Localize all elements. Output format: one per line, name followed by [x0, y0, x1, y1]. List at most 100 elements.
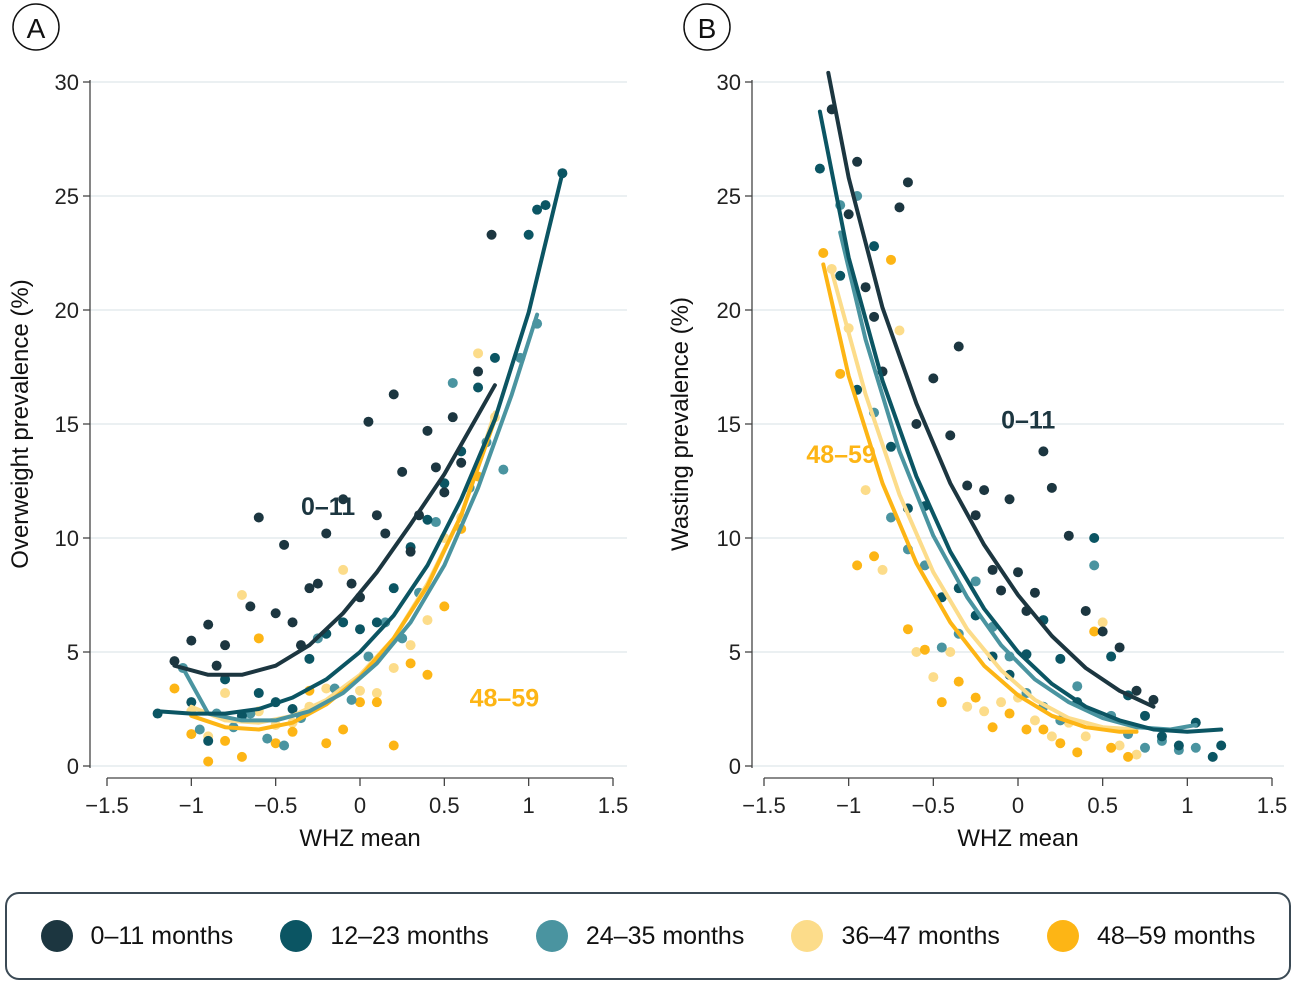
data-point [1148, 694, 1159, 705]
data-point [1140, 710, 1150, 721]
y-axis-label: Wasting prevalence (%) [667, 297, 694, 551]
data-point [203, 735, 214, 746]
data-point [1097, 626, 1108, 637]
data-point [388, 389, 399, 400]
data-point [203, 619, 214, 630]
data-point [1046, 731, 1057, 742]
data-point [860, 485, 871, 496]
data-point [1029, 715, 1040, 726]
data-point [894, 202, 905, 213]
fit-curve [821, 262, 1139, 734]
data-point [886, 441, 896, 452]
legend: 0–11 months 12–23 months 24–35 months 36… [5, 892, 1291, 980]
data-point [338, 617, 349, 628]
data-point [211, 660, 222, 671]
x-tick-label: 0 [1012, 793, 1024, 818]
x-tick-label: −1.5 [85, 793, 128, 818]
data-point [486, 229, 497, 240]
x-axis-label: WHZ mean [957, 825, 1078, 852]
data-point [430, 462, 441, 473]
data-point [397, 466, 408, 477]
legend-swatch [40, 920, 73, 952]
data-point [279, 539, 290, 550]
data-point [869, 311, 880, 322]
data-point [1156, 731, 1167, 742]
x-tick-label: 1 [1181, 793, 1193, 818]
data-point [338, 564, 349, 575]
data-point [1013, 567, 1023, 578]
data-point [1106, 742, 1117, 753]
data-point [338, 494, 349, 505]
data-point [979, 706, 990, 717]
data-point [498, 464, 509, 475]
data-point [970, 692, 981, 703]
data-point [473, 348, 484, 359]
data-point [422, 514, 433, 525]
data-point [186, 729, 197, 740]
data-point [540, 200, 551, 211]
data-point [363, 416, 374, 427]
data-point [439, 601, 450, 612]
data-point [945, 430, 956, 441]
data-point [953, 676, 964, 687]
data-point [380, 528, 391, 539]
fit-curve [826, 70, 1156, 709]
data-point [953, 341, 964, 352]
y-tick-label: 5 [729, 640, 741, 665]
data-point [1021, 724, 1032, 735]
data-point [1063, 530, 1074, 541]
data-point [1038, 446, 1049, 457]
data-point [203, 756, 214, 767]
y-tick-label: 0 [729, 754, 741, 779]
data-point [818, 248, 829, 258]
data-point [1216, 740, 1227, 751]
data-point [312, 578, 323, 589]
data-point [346, 694, 357, 705]
data-point [1131, 749, 1142, 760]
data-point [194, 724, 205, 735]
data-point [169, 656, 180, 667]
data-point [860, 282, 871, 293]
data-point [532, 204, 543, 215]
data-point [826, 263, 837, 274]
data-point [1072, 681, 1083, 692]
y-tick-label: 10 [55, 526, 79, 551]
data-point [422, 425, 433, 436]
data-point [979, 485, 990, 496]
data-point [253, 688, 264, 699]
y-tick-label: 15 [55, 412, 79, 437]
data-point [321, 528, 332, 539]
data-point [894, 325, 905, 336]
y-tick-label: 30 [55, 70, 79, 95]
x-tick-label: 0 [354, 793, 366, 818]
data-point [270, 608, 281, 619]
data-point [245, 601, 256, 612]
data-point [1123, 751, 1134, 762]
data-point [919, 644, 930, 655]
y-tick-label: 5 [67, 640, 79, 665]
data-point [1089, 626, 1100, 637]
x-axis-label: WHZ mean [299, 825, 420, 852]
data-point [169, 683, 180, 694]
data-point [962, 701, 973, 712]
data-point [388, 740, 399, 751]
data-point [852, 156, 863, 167]
series-annotation: 0–11 [301, 493, 355, 521]
data-point [1089, 533, 1100, 543]
legend-label: 48–59 months [1096, 921, 1256, 950]
panel-a: A 0 5 10 15 20 25 30 −1.5 −1 −0.5 0 0.5 1 1.5 WHZ mean… [7, 3, 629, 852]
data-point [422, 615, 433, 626]
data-point [869, 241, 880, 252]
data-point [945, 647, 956, 657]
data-point [1131, 685, 1142, 696]
data-point [363, 651, 374, 662]
x-tick-label: 1.5 [598, 793, 629, 818]
data-point [253, 512, 264, 523]
data-point [1097, 617, 1108, 628]
legend-label: 24–35 months [585, 921, 745, 950]
panel-a-label: A [27, 13, 46, 44]
data-point [936, 697, 947, 708]
data-point [338, 724, 349, 735]
data-point [902, 177, 913, 188]
data-point [835, 270, 846, 281]
